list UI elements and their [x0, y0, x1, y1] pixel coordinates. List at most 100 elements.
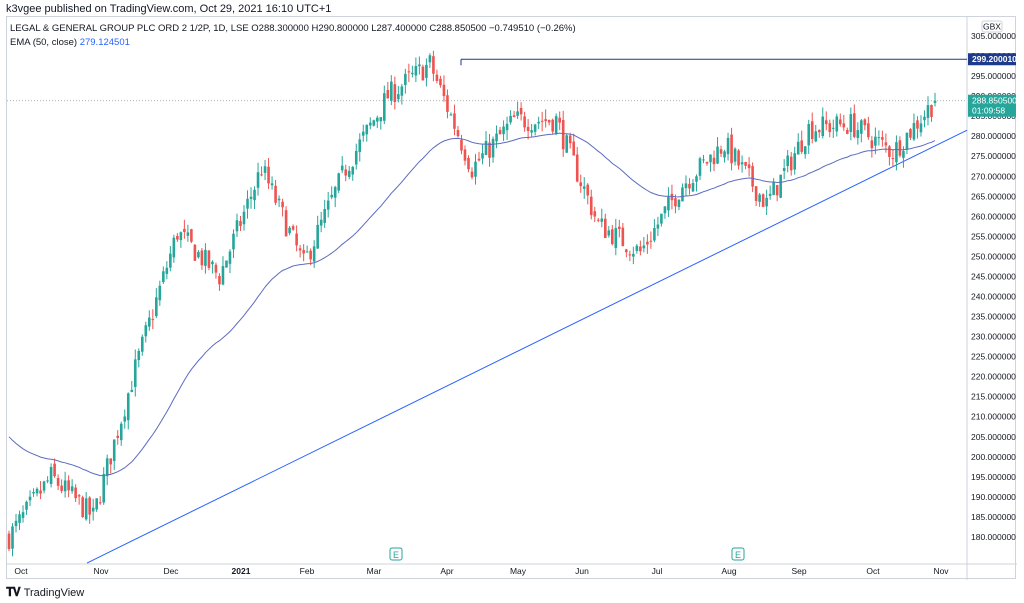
candle-body[interactable] — [207, 250, 211, 268]
candle-body[interactable] — [618, 226, 621, 230]
candle-body[interactable] — [246, 198, 249, 209]
candle-body[interactable] — [112, 439, 116, 461]
candle-body[interactable] — [305, 251, 309, 253]
earnings-marker[interactable] — [389, 547, 403, 561]
candle-body[interactable] — [495, 133, 498, 142]
candle-body[interactable] — [375, 117, 379, 122]
candle-body[interactable] — [383, 93, 386, 121]
candle-body[interactable] — [789, 156, 793, 171]
candle-body[interactable] — [267, 166, 270, 184]
candle-body[interactable] — [607, 230, 611, 236]
candle-body[interactable] — [712, 157, 716, 165]
candle-body[interactable] — [63, 480, 67, 492]
candle-body[interactable] — [183, 228, 186, 232]
candle-body[interactable] — [228, 251, 232, 264]
candle-body[interactable] — [625, 249, 628, 253]
candle-body[interactable] — [42, 481, 46, 491]
candle-body[interactable] — [670, 193, 674, 201]
candle-body[interactable] — [828, 123, 832, 133]
candle-body[interactable] — [256, 172, 260, 188]
candle-body[interactable] — [891, 158, 895, 160]
candle-body[interactable] — [874, 136, 877, 146]
candle-body[interactable] — [428, 55, 432, 63]
candle-body[interactable] — [533, 124, 537, 132]
candle-body[interactable] — [116, 435, 120, 438]
candle-body[interactable] — [186, 232, 190, 236]
candle-body[interactable] — [586, 184, 590, 196]
candle-body[interactable] — [463, 149, 467, 161]
candle-body[interactable] — [126, 393, 130, 421]
candle-body[interactable] — [109, 458, 113, 465]
candle-body[interactable] — [916, 120, 919, 129]
candle-body[interactable] — [691, 183, 695, 192]
candle-body[interactable] — [84, 498, 88, 520]
candle-body[interactable] — [404, 73, 407, 85]
candle-body[interactable] — [902, 150, 905, 158]
candle-body[interactable] — [589, 196, 593, 216]
candle-body[interactable] — [46, 480, 49, 482]
candle-body[interactable] — [653, 228, 656, 241]
candle-body[interactable] — [260, 174, 263, 176]
candle-body[interactable] — [554, 116, 558, 134]
candle-body[interactable] — [821, 116, 825, 137]
candle-body[interactable] — [446, 95, 449, 112]
candle-body[interactable] — [442, 84, 446, 97]
candle-body[interactable] — [397, 94, 400, 100]
candle-body[interactable] — [526, 126, 530, 132]
candle-body[interactable] — [358, 139, 362, 152]
candle-body[interactable] — [933, 100, 937, 103]
candle-body[interactable] — [888, 146, 891, 157]
candle-body[interactable] — [197, 251, 200, 258]
candle-body[interactable] — [281, 201, 284, 208]
candle-body[interactable] — [628, 254, 632, 256]
candle-body[interactable] — [681, 187, 684, 202]
candle-body[interactable] — [846, 130, 849, 134]
candle-body[interactable] — [60, 485, 63, 491]
candle-body[interactable] — [7, 533, 11, 550]
candle-body[interactable] — [172, 237, 176, 258]
candle-body[interactable] — [179, 232, 183, 241]
candle-body[interactable] — [291, 226, 295, 230]
candle-body[interactable] — [53, 463, 56, 477]
candle-body[interactable] — [884, 142, 888, 146]
candle-body[interactable] — [386, 89, 390, 99]
candle-body[interactable] — [751, 166, 754, 187]
candle-body[interactable] — [95, 498, 98, 510]
candle-body[interactable] — [505, 123, 509, 131]
candle-body[interactable] — [49, 467, 53, 484]
candle-body[interactable] — [603, 218, 607, 238]
candle-body[interactable] — [323, 209, 326, 223]
candle-body[interactable] — [860, 120, 863, 134]
candle-body[interactable] — [498, 129, 502, 135]
candle-body[interactable] — [838, 119, 842, 125]
candle-body[interactable] — [56, 477, 60, 486]
candle-body[interactable] — [298, 248, 302, 251]
candle-body[interactable] — [204, 249, 207, 266]
candle-body[interactable] — [754, 186, 758, 201]
candle-body[interactable] — [211, 261, 214, 265]
candle-body[interactable] — [758, 194, 761, 202]
candle-body[interactable] — [923, 116, 926, 121]
candle-body[interactable] — [39, 490, 42, 494]
candle-body[interactable] — [460, 139, 463, 151]
candle-body[interactable] — [81, 497, 84, 518]
candle-body[interactable] — [393, 84, 397, 102]
candle-body[interactable] — [642, 245, 646, 249]
candle-body[interactable] — [344, 169, 348, 176]
candle-body[interactable] — [330, 194, 333, 198]
candle-body[interactable] — [253, 189, 256, 201]
candle-body[interactable] — [467, 157, 470, 170]
candle-body[interactable] — [102, 474, 106, 503]
candle-body[interactable] — [470, 171, 474, 178]
candle-body[interactable] — [684, 183, 688, 189]
candle-body[interactable] — [775, 185, 779, 196]
candle-body[interactable] — [232, 233, 235, 250]
candle-body[interactable] — [635, 245, 639, 251]
candle-body[interactable] — [537, 121, 540, 124]
candle-body[interactable] — [856, 130, 860, 138]
candle-body[interactable] — [730, 134, 733, 164]
candle-body[interactable] — [449, 114, 453, 116]
candle-body[interactable] — [575, 154, 579, 182]
candle-body[interactable] — [765, 197, 768, 207]
candle-body[interactable] — [351, 166, 355, 175]
